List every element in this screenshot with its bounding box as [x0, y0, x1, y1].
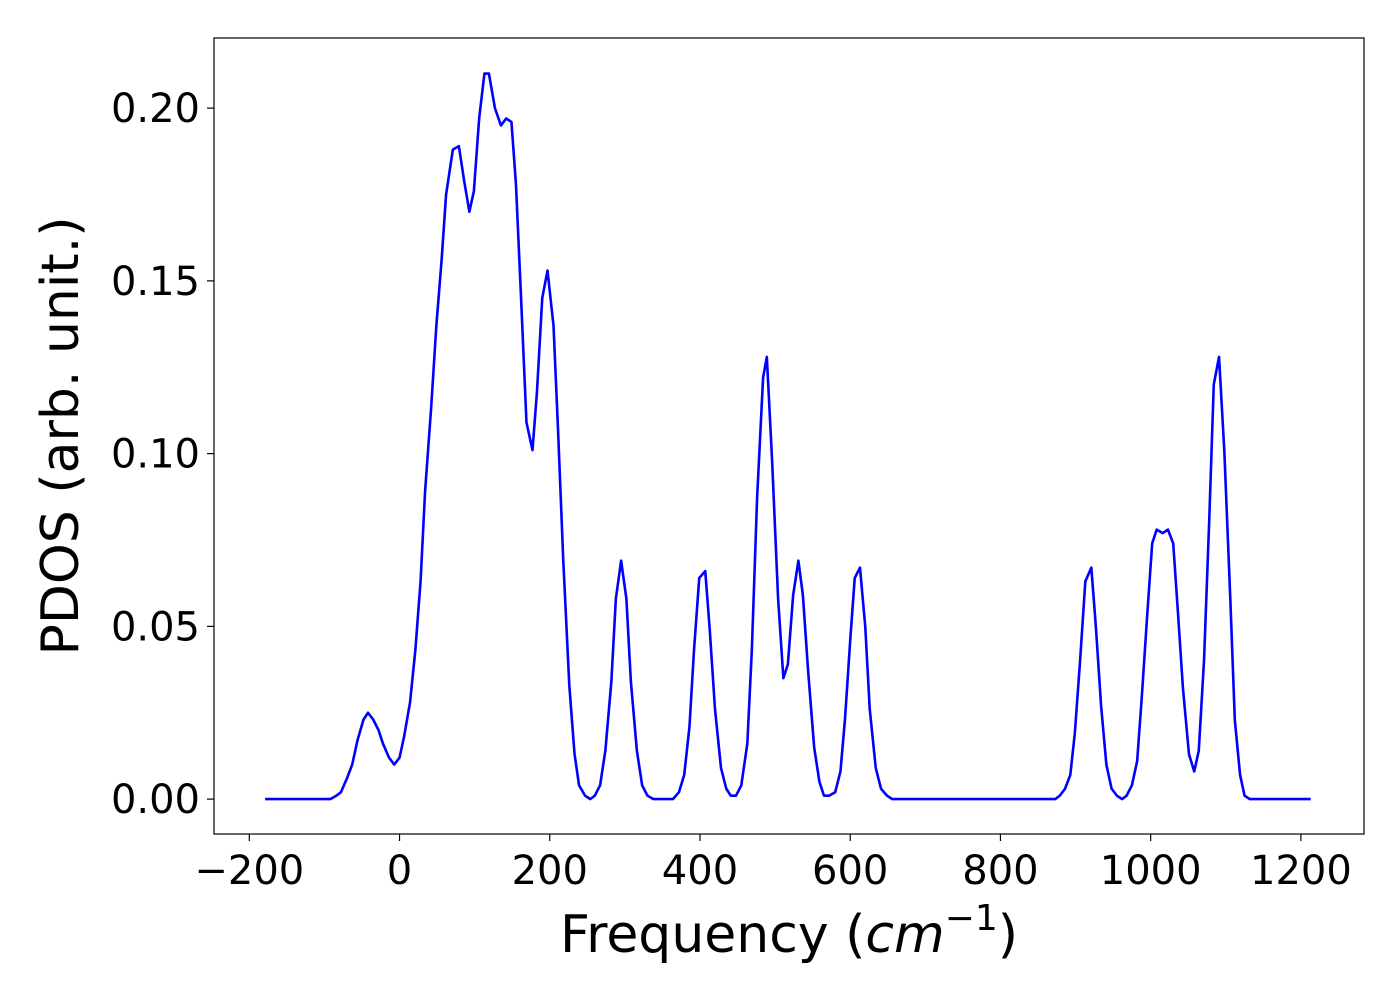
x-axis-label: Frequency (cm−1): [560, 898, 1018, 965]
x-label-text: Frequency (: [560, 905, 865, 965]
x-tick-label: 400: [662, 848, 738, 894]
x-tick-label: 1200: [1250, 848, 1352, 894]
x-tick-label: 0: [387, 848, 412, 894]
y-tick-label: 0.10: [111, 432, 200, 478]
y-tick-label: 0.15: [111, 259, 200, 305]
y-axis-label: PDOS (arb. unit.): [31, 216, 91, 655]
x-tick-label: 1000: [1100, 848, 1202, 894]
y-tick-label: 0.00: [111, 777, 200, 823]
x-tick-label: 200: [512, 848, 588, 894]
pdos-line: [265, 72, 1311, 801]
y-tick-label: 0.05: [111, 604, 200, 650]
x-tick-label: 800: [962, 848, 1038, 894]
x-label-unit: cm: [865, 905, 944, 965]
x-label-exponent: −1: [945, 898, 998, 939]
x-tick-label: 600: [812, 848, 888, 894]
x-label-close: ): [998, 905, 1018, 965]
x-tick-label: −200: [194, 848, 304, 894]
plot-frame: [213, 37, 1365, 835]
y-tick-label: 0.20: [111, 86, 200, 132]
